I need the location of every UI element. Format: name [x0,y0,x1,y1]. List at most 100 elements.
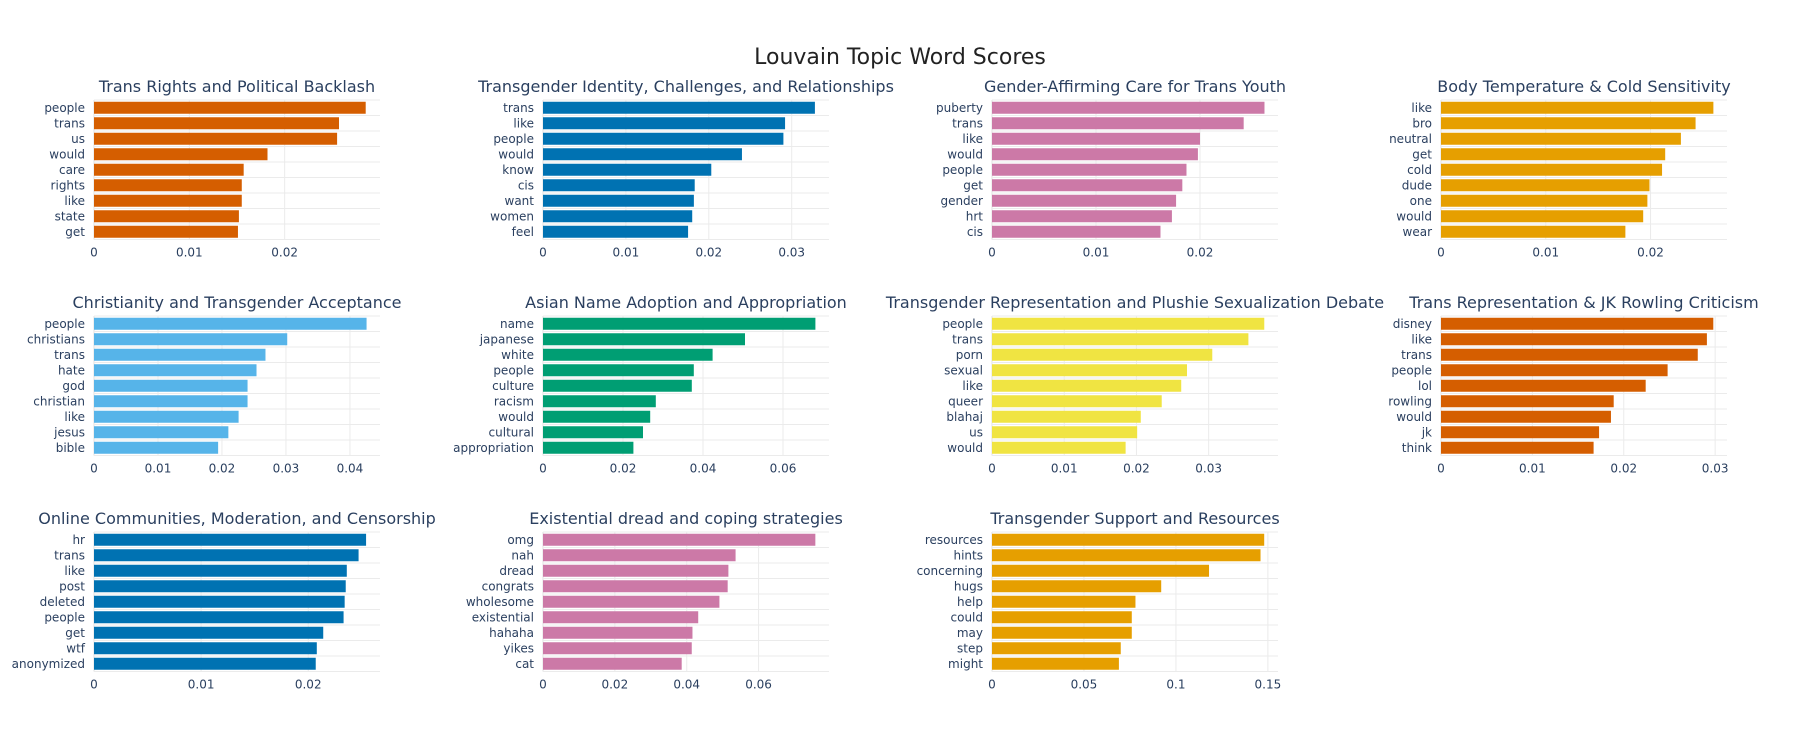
bar-white [543,348,713,361]
bar-people [94,317,367,330]
word-label: could [951,610,984,624]
bar-one [1441,194,1648,207]
word-label: existential [472,610,534,624]
x-tick-label: 0 [1437,462,1445,476]
bar-dude [1441,179,1650,192]
bar-hahaha [543,626,693,639]
bar-hate [94,364,257,377]
bar-would [1441,210,1644,223]
x-tick-label: 0.01 [188,678,215,692]
panel-title: Transgender Representation and Plushie S… [885,293,1384,312]
word-label: porn [956,348,983,362]
x-tick-label: 0 [988,462,996,476]
bar-wtf [94,642,317,655]
word-label: jesus [53,425,85,439]
panel-title: Online Communities, Moderation, and Cens… [38,509,436,528]
x-tick-label: 0.02 [1123,462,1150,476]
word-label: want [505,194,535,208]
bar-cis [992,225,1161,238]
x-tick-label: 0 [90,462,98,476]
panel-title: Trans Rights and Political Backlash [98,77,375,96]
word-label: cis [967,225,983,239]
word-label: people [44,610,85,624]
word-label: people [942,163,983,177]
x-tick-label: 0 [539,246,547,260]
word-label: wtf [66,641,86,655]
word-label: people [44,317,85,331]
topic-panel-8: Trans Representation & JK Rowling Critic… [1388,293,1758,476]
topic-panel-3: Gender-Affirming Care for Trans Youth 0 0.… [936,77,1286,260]
word-label: like [64,194,85,208]
word-label: like [64,564,85,578]
bar-cold [1441,163,1663,176]
x-tick-label: 0.01 [1532,246,1559,260]
bar-yikes [543,642,692,655]
bar-get [992,179,1183,192]
word-label: dude [1402,178,1432,192]
bar-culture [543,379,692,392]
bar-would [543,148,742,161]
bar-like [94,564,347,577]
bar-puberty [992,101,1265,114]
word-label: japanese [479,332,534,346]
bar-may [992,626,1132,639]
bar-would [1441,410,1611,423]
word-label: would [498,410,534,424]
bar-state [94,210,239,223]
topic-panel-5: Christianity and Transgender Acceptance 0… [27,293,401,476]
word-label: hate [58,363,85,377]
bar-resources [992,533,1265,546]
bar-would [94,148,268,161]
word-label: bible [56,441,85,455]
panel-title: Trans Representation & JK Rowling Critic… [1408,293,1758,312]
word-label: concerning [917,564,983,578]
x-tick-label: 0.01 [613,246,640,260]
word-label: hints [953,548,983,562]
bar-jk [1441,426,1600,439]
word-label: name [500,317,534,331]
bar-step [992,642,1121,655]
panel-title: Body Temperature & Cold Sensitivity [1437,77,1730,96]
bar-blahaj [992,410,1141,423]
word-label: women [490,209,534,223]
bar-congrats [543,580,728,593]
topic-panel-6: Asian Name Adoption and Appropriation 0 0.… [453,293,847,476]
bar-like [992,132,1200,145]
bar-sexual [992,364,1187,377]
x-tick-label: 0.03 [778,246,805,260]
x-tick-label: 0.01 [145,462,172,476]
word-label: anonymized [12,657,85,671]
word-label: people [493,363,534,377]
bar-get [94,225,238,238]
x-tick-label: 0.04 [337,462,364,476]
bar-like [94,410,239,423]
x-tick-label: 0 [1437,246,1445,260]
bar-hr [94,533,367,546]
word-label: would [947,147,983,161]
bar-nah [543,549,736,562]
bar-cis [543,179,695,192]
x-tick-label: 0.1 [1166,678,1185,692]
word-label: trans [54,116,85,130]
word-label: care [59,163,85,177]
word-label: jk [1421,425,1432,439]
x-tick-label: 0.01 [1519,462,1546,476]
bar-christian [94,395,248,408]
word-label: cold [1407,163,1432,177]
word-label: wear [1403,225,1433,239]
x-tick-label: 0.03 [1702,462,1729,476]
word-label: help [957,595,983,609]
word-label: cat [515,657,534,671]
word-label: trans [952,116,983,130]
word-label: blahaj [946,410,983,424]
x-tick-label: 0 [90,678,98,692]
bar-want [543,194,694,207]
bar-people [543,364,694,377]
word-label: feel [512,225,534,239]
x-tick-label: 0.01 [1051,462,1078,476]
word-label: hrt [966,209,984,223]
word-label: yikes [503,641,534,655]
word-label: wholesome [466,595,534,609]
x-tick-label: 0.06 [770,462,797,476]
bar-porn [992,348,1213,361]
